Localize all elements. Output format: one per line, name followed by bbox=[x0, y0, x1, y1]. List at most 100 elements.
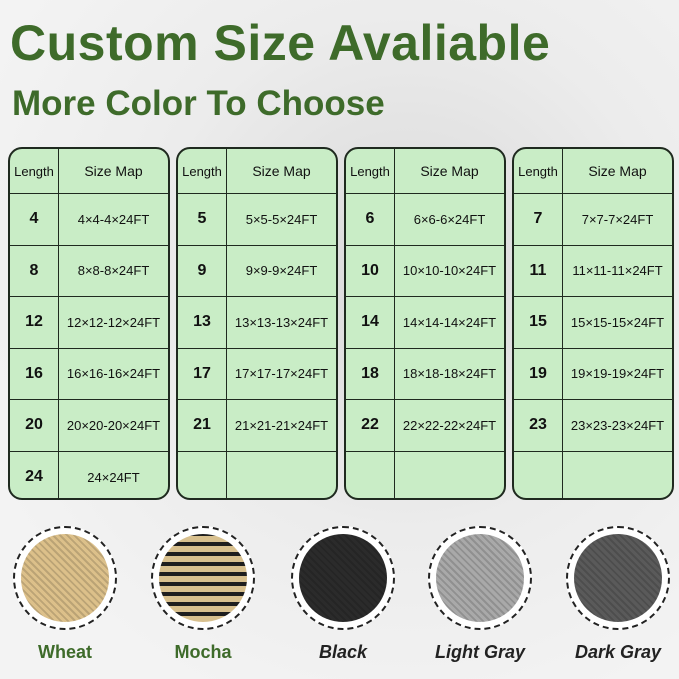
table-row: 22 22×22-22×24FT bbox=[346, 400, 504, 452]
length-cell: 23 bbox=[514, 400, 563, 451]
table-row: 23 23×23-23×24FT bbox=[514, 400, 672, 452]
size-table: Length Size Map 7 7×7-7×24FT 11 11×11-11×24FT… bbox=[512, 147, 674, 500]
table-row: 21 21×21-21×24FT bbox=[178, 400, 336, 452]
size-cell: 8×8-8×24FT bbox=[77, 263, 150, 279]
color-swatch-black bbox=[291, 526, 395, 630]
table-row: 7 7×7-7×24FT bbox=[514, 194, 672, 246]
length-cell: 6 bbox=[346, 194, 395, 245]
header-size-map: Size Map bbox=[420, 163, 479, 179]
size-cell: 4×4-4×24FT bbox=[77, 211, 150, 227]
table-row: 6 6×6-6×24FT bbox=[346, 194, 504, 246]
color-label: Wheat bbox=[38, 642, 92, 662]
header-length: Length bbox=[346, 149, 395, 193]
table-row: 17 17×17-17×24FT bbox=[178, 348, 336, 400]
table-row: 20 20×20-20×24FT bbox=[10, 400, 168, 452]
header-size-map: Size Map bbox=[252, 163, 311, 179]
size-cell: 24×24FT bbox=[87, 469, 140, 485]
length-cell: 9 bbox=[178, 245, 227, 296]
length-cell: 4 bbox=[10, 194, 59, 245]
table-row: 13 13×13-13×24FT bbox=[178, 297, 336, 349]
length-cell: 15 bbox=[514, 297, 563, 348]
size-cell: 18×18-18×24FT bbox=[402, 366, 497, 382]
color-label: Light Gray bbox=[434, 642, 525, 662]
table-row: 15 15×15-15×24FT bbox=[514, 297, 672, 349]
header-length: Length bbox=[178, 149, 227, 193]
length-cell: 16 bbox=[10, 348, 59, 399]
size-cell: 6×6-6×24FT bbox=[413, 211, 486, 227]
header-size-map: Size Map bbox=[84, 163, 143, 179]
table-row: 19 19×19-19×24FT bbox=[514, 348, 672, 400]
table-header: Length Size Map bbox=[346, 149, 504, 194]
table-row: 12 12×12-12×24FT bbox=[10, 297, 168, 349]
size-cell: 5×5-5×24FT bbox=[245, 211, 318, 227]
table-row: 16 16×16-16×24FT bbox=[10, 348, 168, 400]
size-cell: 14×14-14×24FT bbox=[402, 314, 497, 330]
length-cell: 24 bbox=[10, 451, 59, 498]
size-cell: 9×9-9×24FT bbox=[245, 263, 318, 279]
size-table: Length Size Map 6 6×6-6×24FT 10 10×10-10×24FT… bbox=[344, 147, 506, 500]
size-cell: 22×22-22×24FT bbox=[402, 417, 497, 433]
table-row bbox=[514, 451, 672, 499]
header-length: Length bbox=[514, 149, 563, 193]
length-cell: 8 bbox=[10, 245, 59, 296]
size-cell: 10×10-10×24FT bbox=[402, 263, 497, 279]
length-cell: 12 bbox=[10, 297, 59, 348]
table-row: 9 9×9-9×24FT bbox=[178, 245, 336, 297]
size-cell: 19×19-19×24FT bbox=[570, 366, 665, 382]
size-cell: 12×12-12×24FT bbox=[66, 314, 161, 330]
table-header: Length Size Map bbox=[514, 149, 672, 194]
length-cell: 14 bbox=[346, 297, 395, 348]
size-cell bbox=[227, 452, 336, 499]
color-swatch-light-gray bbox=[428, 526, 532, 630]
size-cell: 23×23-23×24FT bbox=[570, 417, 665, 433]
table-row: 10 10×10-10×24FT bbox=[346, 245, 504, 297]
length-cell bbox=[514, 451, 563, 498]
color-swatch-mocha bbox=[151, 526, 255, 630]
color-label: Black bbox=[318, 642, 368, 662]
table-row bbox=[346, 451, 504, 499]
header-length: Length bbox=[10, 149, 59, 193]
length-cell: 21 bbox=[178, 400, 227, 451]
color-swatch-dark-gray bbox=[566, 526, 670, 630]
length-cell: 19 bbox=[514, 348, 563, 399]
color-label: Mocha bbox=[174, 642, 232, 662]
table-row: 18 18×18-18×24FT bbox=[346, 348, 504, 400]
size-cell bbox=[563, 452, 672, 499]
table-row: 14 14×14-14×24FT bbox=[346, 297, 504, 349]
table-header: Length Size Map bbox=[10, 149, 168, 194]
length-cell: 22 bbox=[346, 400, 395, 451]
page-subtitle: More Color To Choose bbox=[12, 84, 385, 123]
table-row: 4 4×4-4×24FT bbox=[10, 194, 168, 246]
table-row: 8 8×8-8×24FT bbox=[10, 245, 168, 297]
size-cell: 15×15-15×24FT bbox=[570, 314, 665, 330]
size-cell bbox=[395, 452, 504, 499]
length-cell bbox=[346, 451, 395, 498]
size-cell: 11×11-11×24FT bbox=[572, 263, 663, 279]
size-table: Length Size Map 4 4×4-4×24FT 8 8×8-8×24FT 12 12… bbox=[8, 147, 170, 500]
size-cell: 16×16-16×24FT bbox=[66, 366, 161, 382]
size-table: Length Size Map 5 5×5-5×24FT 9 9×9-9×24FT 13 13… bbox=[176, 147, 338, 500]
length-cell: 11 bbox=[514, 245, 563, 296]
header-size-map: Size Map bbox=[588, 163, 647, 179]
table-row: 24 24×24FT bbox=[10, 451, 168, 498]
length-cell: 13 bbox=[178, 297, 227, 348]
size-cell: 21×21-21×24FT bbox=[234, 417, 329, 433]
table-row bbox=[178, 451, 336, 499]
length-cell: 17 bbox=[178, 348, 227, 399]
size-cell: 13×13-13×24FT bbox=[234, 314, 329, 330]
length-cell: 5 bbox=[178, 194, 227, 245]
length-cell: 18 bbox=[346, 348, 395, 399]
page-title: Custom Size Avaliable bbox=[10, 15, 551, 71]
length-cell: 10 bbox=[346, 245, 395, 296]
length-cell: 20 bbox=[10, 400, 59, 451]
table-row: 5 5×5-5×24FT bbox=[178, 194, 336, 246]
size-cell: 7×7-7×24FT bbox=[581, 211, 654, 227]
color-label: Dark Gray bbox=[574, 642, 662, 662]
size-cell: 17×17-17×24FT bbox=[234, 366, 329, 382]
length-cell bbox=[178, 451, 227, 498]
table-row: 11 11×11-11×24FT bbox=[514, 245, 672, 297]
color-swatch-wheat bbox=[13, 526, 117, 630]
table-header: Length Size Map bbox=[178, 149, 336, 194]
length-cell: 7 bbox=[514, 194, 563, 245]
size-cell: 20×20-20×24FT bbox=[66, 417, 161, 433]
